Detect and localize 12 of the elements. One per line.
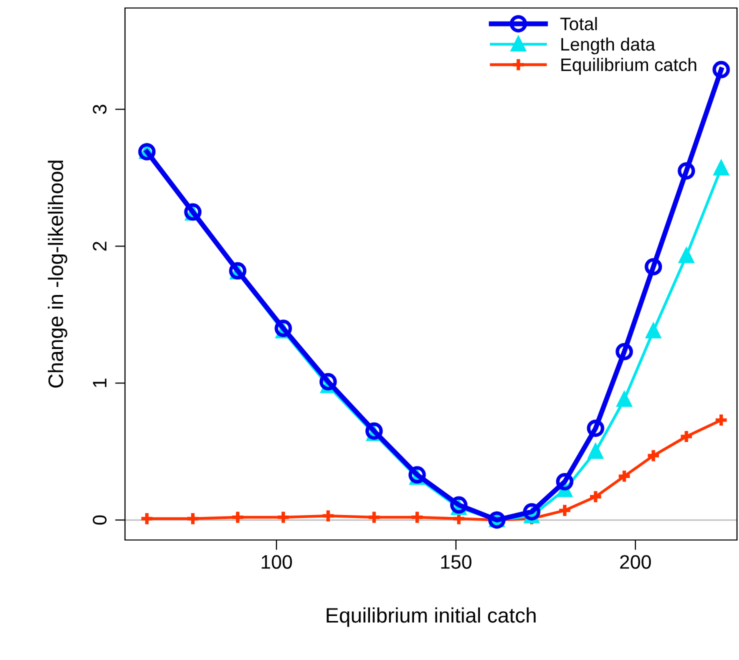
- x-tick-label: 150: [441, 555, 472, 569]
- x-axis-title: Equilibrium initial catch: [326, 607, 536, 627]
- y-axis-title: Change in -log-likelihood: [48, 160, 68, 388]
- legend-label: Total: [560, 17, 597, 30]
- y-tick-label: 0: [92, 515, 107, 525]
- y-tick-label: 3: [92, 104, 107, 114]
- y-tick-label: 1: [93, 378, 106, 388]
- y-tick-label: 2: [92, 242, 106, 251]
- legend-label: Equilibrium catch: [561, 58, 696, 75]
- x-tick-label: 100: [262, 555, 292, 569]
- legend-label: Length data: [561, 37, 656, 54]
- x-tick-label: 200: [620, 555, 651, 569]
